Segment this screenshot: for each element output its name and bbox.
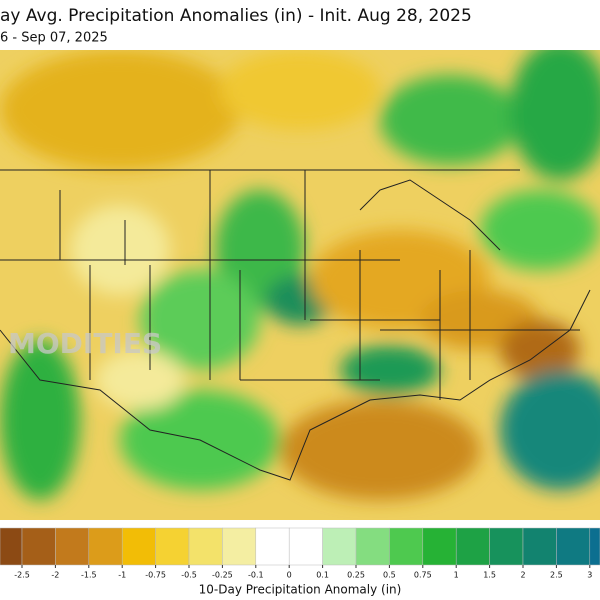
colorbar-swatch	[88, 527, 123, 566]
borders	[0, 169, 591, 481]
colorbar-tick-label: -0.25	[212, 571, 233, 580]
map	[0, 50, 600, 520]
subtitle: 6 - Sep 07, 2025	[0, 31, 108, 46]
colorbar-swatch	[556, 527, 591, 566]
colorbar-swatch	[288, 527, 323, 566]
colorbar-tick-label: 0.1	[316, 571, 329, 580]
watermark: MODITIES	[8, 327, 162, 360]
colorbar-swatch	[589, 527, 600, 566]
colorbar-swatch	[389, 527, 424, 566]
colorbar: -2.5 -2 -1.5 -1 -0.75 -0.5 -0.25 -0.1 0 0.1 0.25 0.…	[0, 527, 600, 580]
title: ay Avg. Precipitation Anomalies (in) - I…	[0, 6, 472, 26]
colorbar-tick-label: 1.5	[483, 571, 496, 580]
colorbar-swatch	[222, 527, 257, 566]
colorbar-tick-label: -0.75	[145, 571, 166, 580]
colorbar-swatch	[188, 527, 223, 566]
colorbar-tick-label: 0.5	[383, 571, 396, 580]
colorbar-tick-label: 0.25	[347, 571, 365, 580]
colorbar-swatch	[21, 527, 56, 566]
colorbar-tick-label: 0.75	[414, 571, 432, 580]
colorbar-swatch	[155, 527, 190, 566]
colorbar-tick-label: 3	[587, 571, 592, 580]
anomaly-field	[0, 50, 600, 500]
colorbar-swatch	[355, 527, 390, 566]
colorbar-swatch	[55, 527, 90, 566]
colorbar-tick-label: 2	[520, 571, 525, 580]
colorbar-swatch	[489, 527, 524, 566]
colorbar-label: 10-Day Precipitation Anomaly (in)	[199, 583, 402, 597]
colorbar-swatch	[322, 527, 357, 566]
colorbar-tick-label: -1	[118, 571, 126, 580]
colorbar-tick-label: -2.5	[14, 571, 30, 580]
colorbar-tick-label: -1.5	[81, 571, 97, 580]
colorbar-swatch	[455, 527, 490, 566]
colorbar-swatch	[121, 527, 156, 566]
colorbar-tick-label: -0.5	[181, 571, 197, 580]
colorbar-swatch	[0, 527, 23, 566]
colorbar-tick-label: -2	[51, 571, 59, 580]
colorbar-swatch	[522, 527, 557, 566]
colorbar-tick-label: 1	[454, 571, 459, 580]
colorbar-swatch	[422, 527, 457, 566]
colorbar-tick-label: 0	[287, 571, 292, 580]
colorbar-swatch	[255, 527, 290, 566]
colorbar-tick-label: -0.1	[248, 571, 264, 580]
colorbar-tick-label: 2.5	[550, 571, 563, 580]
